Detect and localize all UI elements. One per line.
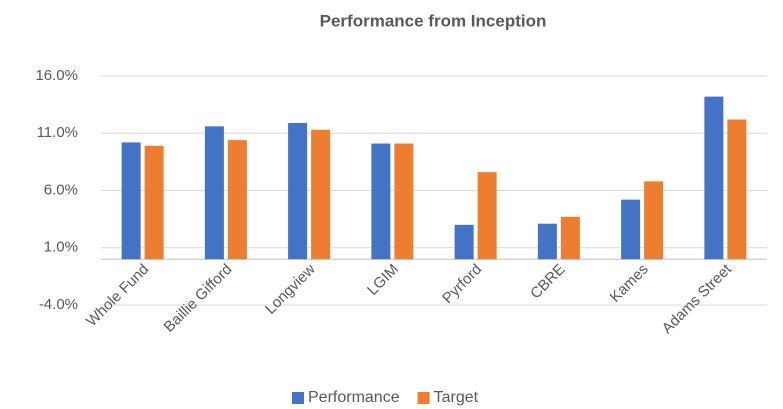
bar <box>227 140 247 260</box>
x-tick-label: Kames <box>607 261 652 306</box>
y-tick-label: 11.0% <box>37 124 78 141</box>
x-tick-label: Longview <box>262 261 319 318</box>
bar <box>454 224 474 260</box>
x-tick-label: Adams Street <box>659 260 736 337</box>
bar <box>371 143 391 260</box>
legend-swatch <box>292 392 304 404</box>
bar <box>644 181 664 260</box>
bar <box>704 96 724 260</box>
chart-title: Performance from Inception <box>320 11 547 30</box>
bar <box>204 126 224 260</box>
bar <box>311 129 331 260</box>
x-tick-label: Whole Fund <box>83 261 152 330</box>
bar <box>537 223 557 260</box>
x-tick-label: Pyrford <box>439 261 485 307</box>
x-tick-label: LGIM <box>364 261 402 299</box>
bar <box>477 172 497 260</box>
x-tick-label: Baillie Gifford <box>161 261 236 336</box>
legend-label: Target <box>434 389 479 406</box>
bar <box>727 119 747 260</box>
legend-swatch <box>417 392 430 404</box>
y-tick-label: 1.0% <box>44 239 78 256</box>
x-tick-label: CBRE <box>527 261 568 302</box>
bar <box>621 199 641 260</box>
bar <box>394 143 414 260</box>
bar <box>288 122 308 260</box>
bar <box>144 145 164 260</box>
y-tick-label: 6.0% <box>44 181 78 198</box>
legend-label: Performance <box>308 389 400 406</box>
y-tick-label: -4.0% <box>39 296 78 313</box>
y-tick-label: 16.0% <box>35 67 78 84</box>
bar <box>560 216 580 260</box>
bar <box>121 142 141 260</box>
